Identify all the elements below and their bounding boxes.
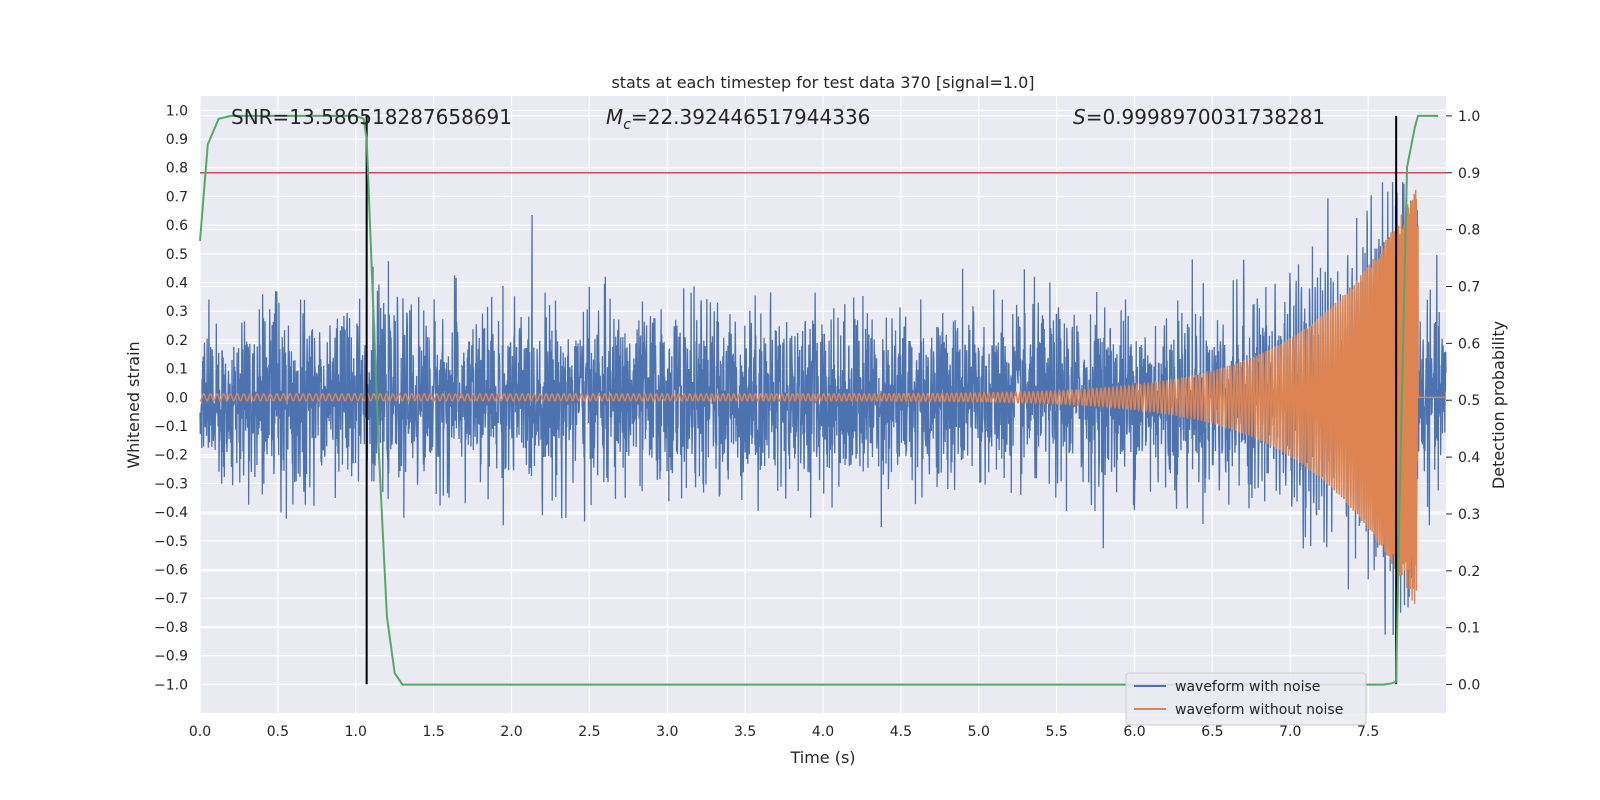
y-tick-label: 0.6 (166, 218, 188, 234)
y-tick-label: 0.0 (166, 390, 188, 406)
x-tick-label: 3.0 (656, 724, 678, 740)
y-tick-label: 0.8 (166, 161, 188, 177)
y-tick-label: −1.0 (154, 677, 188, 693)
y-tick-label: 1.0 (166, 103, 188, 119)
y2-tick-label: 0.4 (1458, 450, 1480, 466)
y2-tick-label: 0.1 (1458, 621, 1480, 637)
x-tick-label: 4.5 (890, 724, 912, 740)
x-tick-label: 1.0 (345, 724, 367, 740)
y-tick-label: −0.8 (154, 620, 188, 636)
y2-tick-label: 0.7 (1458, 280, 1480, 296)
y-tick-label: 0.7 (166, 189, 188, 205)
y2-tick-label: 0.9 (1458, 166, 1480, 182)
legend-box (1125, 672, 1367, 726)
x-tick-label: 6.5 (1201, 724, 1223, 740)
x-tick-label: 2.0 (500, 724, 522, 740)
legend: waveform with noise waveform without noi… (1125, 672, 1367, 726)
chirp-mass-symbol: M (606, 105, 623, 129)
x-tick-label: 5.5 (1045, 724, 1067, 740)
stat-value: =0.9998970031738281 (1086, 105, 1325, 129)
x-tick-label: 2.5 (578, 724, 600, 740)
y-tick-label: 0.1 (166, 362, 188, 378)
x-tick-label: 0.0 (189, 724, 211, 740)
y-tick-label: 0.9 (166, 132, 188, 148)
clean-path (199, 189, 1446, 605)
y2-tick-label: 1.0 (1458, 109, 1480, 125)
x-tick-label: 7.0 (1279, 724, 1301, 740)
y2-tick-label: 0.8 (1458, 223, 1480, 239)
y-tick-label: −0.2 (154, 448, 188, 464)
y-tick-label: 0.5 (166, 247, 188, 263)
y-tick-label: −0.9 (154, 649, 188, 665)
y2-tick-label: 0.2 (1458, 564, 1480, 580)
probability-path (199, 114, 1439, 686)
x-tick-label: 1.5 (422, 724, 444, 740)
x-tick-label: 7.5 (1357, 724, 1379, 740)
legend-label-noise: waveform with noise (1175, 679, 1320, 695)
y2-tick-label: 0.0 (1458, 678, 1480, 694)
chirp-mass-value: =22.392446517944336 (631, 105, 870, 129)
y-tick-label: −0.6 (154, 563, 188, 579)
stat-symbol: S (1073, 105, 1086, 129)
x-axis-label: Time (s) (789, 748, 855, 767)
x-tick-label: 3.5 (734, 724, 756, 740)
chirp-mass-subscript: c (623, 117, 631, 133)
y-tick-label: −0.3 (154, 476, 188, 492)
y-tick-label: 0.2 (166, 333, 188, 349)
ticks: 0.0 0.5 1.0 1.5 2.0 2.5 3.0 3.5 4.0 4.5 5.0 5.5 6.0 6… (154, 103, 1480, 740)
y-tick-label: −0.1 (154, 419, 188, 435)
x-tick-label: 4.0 (812, 724, 834, 740)
y2-tick-label: 0.6 (1458, 336, 1480, 352)
x-tick-label: 5.0 (968, 724, 990, 740)
y2-tick-label: 0.3 (1458, 507, 1480, 523)
y2-axis-label: Detection probability (1489, 321, 1508, 489)
detection-probability-layer (199, 114, 1446, 686)
y-axis-label: Whitened strain (124, 341, 143, 468)
stat-annotation: S=0.9998970031738281 (1073, 105, 1325, 129)
y-tick-label: 0.4 (166, 276, 188, 292)
y2-tick-label: 0.5 (1458, 393, 1480, 409)
x-tick-label: 6.0 (1123, 724, 1145, 740)
y-tick-label: −0.4 (154, 505, 188, 521)
y-tick-label: 0.3 (166, 304, 188, 320)
legend-label-clean: waveform without noise (1175, 702, 1343, 718)
chart-title: stats at each timestep for test data 370… (611, 73, 1034, 92)
x-tick-label: 0.5 (267, 724, 289, 740)
y-tick-label: −0.5 (154, 534, 188, 550)
waveform-without-noise-line (199, 189, 1446, 605)
y-tick-label: −0.7 (154, 591, 188, 607)
snr-annotation: SNR=13.586518287658691 (231, 105, 512, 129)
chirp-mass-annotation: Mc=22.392446517944336 (606, 105, 870, 133)
